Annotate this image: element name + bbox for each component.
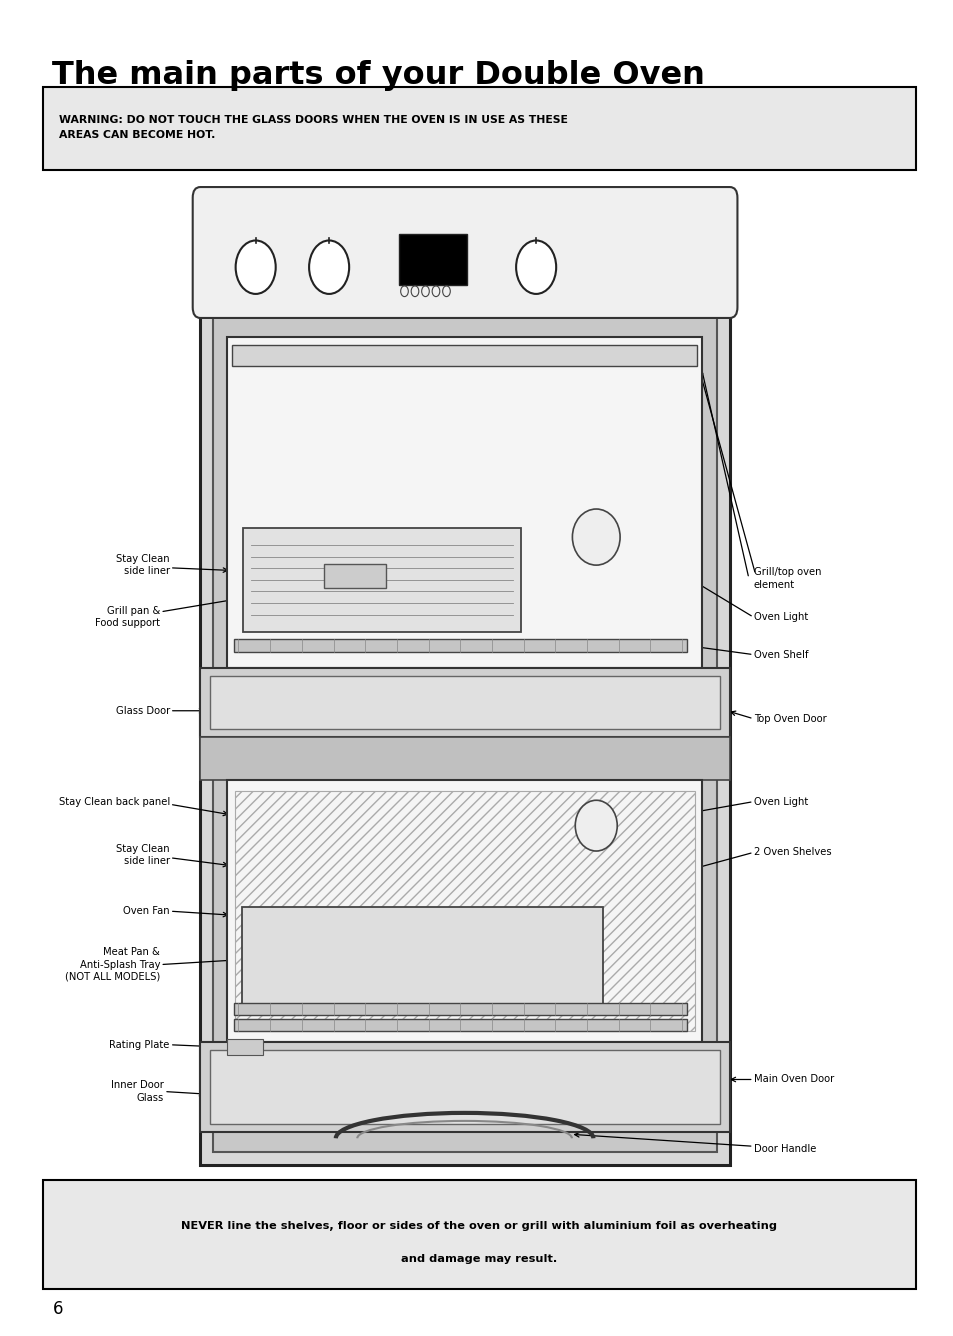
Bar <box>233 639 686 652</box>
FancyBboxPatch shape <box>193 187 737 318</box>
Ellipse shape <box>309 240 349 294</box>
Bar <box>210 1050 720 1124</box>
Text: The main parts of your Double Oven: The main parts of your Double Oven <box>52 60 704 91</box>
Bar <box>324 564 386 588</box>
Text: Top Oven Temperature Control / Grill Select: Top Oven Temperature Control / Grill Sel… <box>212 194 427 203</box>
Text: Glass Door: Glass Door <box>115 705 170 716</box>
FancyBboxPatch shape <box>243 528 520 632</box>
Bar <box>227 337 701 668</box>
Bar <box>227 1039 263 1055</box>
Text: Stay Clean back panel: Stay Clean back panel <box>58 796 170 807</box>
Text: Oven Shelf: Oven Shelf <box>753 649 807 660</box>
Text: NEVER line the shelves, floor or sides of the oven or grill with aluminium foil : NEVER line the shelves, floor or sides o… <box>181 1221 776 1232</box>
Text: Oven Light: Oven Light <box>753 612 807 623</box>
Text: Grill pan &
Food support: Grill pan & Food support <box>95 607 160 628</box>
Text: Stay Clean
side liner: Stay Clean side liner <box>116 554 170 576</box>
Bar <box>398 234 467 285</box>
Bar <box>200 737 729 780</box>
Text: Main Oven Door: Main Oven Door <box>753 1074 833 1085</box>
Text: Main Oven Temperature Selector: Main Oven Temperature Selector <box>528 194 692 203</box>
Bar <box>200 307 729 1165</box>
Text: Oven Light: Oven Light <box>753 796 807 807</box>
Ellipse shape <box>516 240 556 294</box>
Bar <box>210 676 720 729</box>
Text: and damage may result.: and damage may result. <box>400 1253 557 1264</box>
Text: Oven Fan: Oven Fan <box>123 906 170 916</box>
Text: 6: 6 <box>52 1300 63 1319</box>
Ellipse shape <box>235 240 275 294</box>
Bar <box>232 345 697 366</box>
Bar <box>200 668 729 737</box>
FancyBboxPatch shape <box>242 907 602 1005</box>
Text: Inner Door
Glass: Inner Door Glass <box>112 1081 164 1102</box>
Text: Door Handle: Door Handle <box>753 1144 815 1154</box>
Bar <box>233 1019 686 1031</box>
Text: Grill Control: Grill Control <box>226 215 285 224</box>
Bar <box>213 315 717 1152</box>
Text: Timer: Timer <box>418 204 447 214</box>
FancyBboxPatch shape <box>43 87 915 170</box>
Text: Top Oven Door: Top Oven Door <box>753 713 825 724</box>
Ellipse shape <box>575 800 617 851</box>
Text: Grill/top oven
element: Grill/top oven element <box>753 568 821 589</box>
Text: 2 Oven Shelves: 2 Oven Shelves <box>753 847 830 858</box>
FancyBboxPatch shape <box>43 1180 915 1289</box>
Bar <box>233 1003 686 1015</box>
Ellipse shape <box>572 509 619 565</box>
Bar <box>234 791 694 1031</box>
Text: Stay Clean
side liner: Stay Clean side liner <box>116 844 170 866</box>
Text: WARNING: DO NOT TOUCH THE GLASS DOORS WHEN THE OVEN IS IN USE AS THESE
AREAS CAN: WARNING: DO NOT TOUCH THE GLASS DOORS WH… <box>59 115 567 140</box>
Text: Rating Plate: Rating Plate <box>110 1039 170 1050</box>
Bar <box>200 1042 729 1132</box>
Text: Meat Pan &
Anti-Splash Tray
(NOT ALL MODELS): Meat Pan & Anti-Splash Tray (NOT ALL MOD… <box>65 947 160 982</box>
Bar <box>227 780 701 1042</box>
